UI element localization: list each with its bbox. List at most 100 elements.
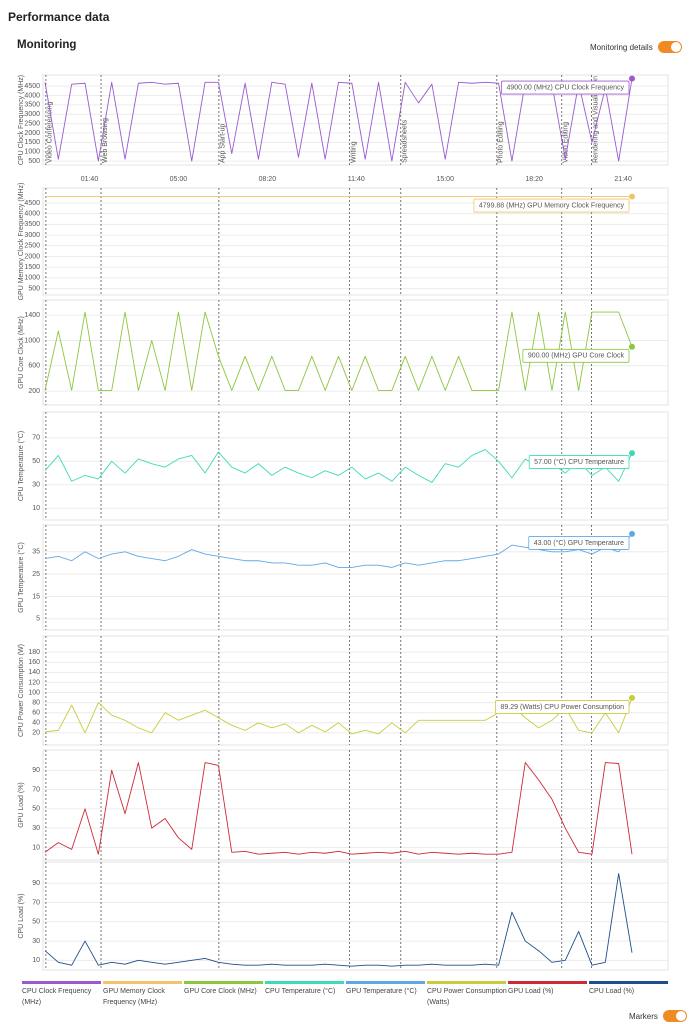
y-tick-label: 1500: [24, 139, 40, 146]
legend-label: GPU Memory Clock Frequency (MHz): [103, 988, 165, 1006]
y-tick-label: 20: [32, 730, 40, 737]
series-line: [44, 311, 633, 391]
panel-frame: [42, 74, 669, 166]
y-axis-label: CPU Temperature (°C): [17, 431, 25, 501]
callout-text: 4900.00 (MHz) CPU Clock Frequency: [507, 84, 625, 91]
marker-label: Web Browsing: [102, 118, 109, 163]
page-title: Performance data: [8, 10, 110, 24]
y-tick-label: 30: [32, 938, 40, 945]
marker-label: Video Editing: [563, 122, 570, 163]
series-line: [44, 697, 633, 735]
panel-frame: [42, 187, 669, 296]
y-tick-label: 1400: [24, 312, 40, 319]
end-dot: [629, 450, 635, 457]
callout-text: 57.00 (°C) CPU Temperature: [534, 458, 624, 466]
legend-swatch: [22, 981, 101, 984]
legend-label: CPU Load (%): [589, 988, 635, 995]
callout-box: [501, 80, 630, 95]
y-axis-label: GPU Core Clock (MHz): [18, 316, 25, 389]
legend-label: GPU Temperature (°C): [346, 988, 417, 995]
callout-text: 900.00 (MHz) GPU Core Clock: [528, 353, 625, 360]
y-axis-label: GPU Temperature (°C): [17, 542, 25, 613]
y-tick-label: 10: [32, 505, 40, 512]
marker-label: Photo Editing: [498, 121, 505, 163]
y-tick-label: 4500: [24, 200, 40, 207]
details-toggle[interactable]: [657, 41, 682, 53]
y-tick-label: 80: [32, 699, 40, 706]
y-tick-label: 1500: [24, 264, 40, 271]
callout: 57.00 (°C) CPU Temperature: [528, 455, 630, 469]
callout-box: [473, 198, 630, 213]
callout: 89.29 (Watts) CPU Power Consumption: [495, 700, 630, 714]
end-dot: [629, 530, 635, 537]
y-tick-label: 4000: [24, 211, 40, 218]
y-tick-label: 2500: [24, 120, 40, 127]
legend-item: CPU Temperature (°C): [265, 981, 346, 1008]
legend-item: CPU Power Consumption (Watts): [427, 981, 508, 1008]
end-dot: [629, 694, 635, 701]
y-tick-label: 60: [32, 710, 40, 717]
legend-label: CPU Power Consumption (Watts): [427, 988, 507, 1006]
y-tick-label: 10: [32, 957, 40, 964]
legend-label: GPU Load (%): [508, 988, 554, 995]
y-tick-label: 100: [28, 689, 40, 696]
legend-label: CPU Temperature (°C): [265, 988, 336, 995]
marker-label: Writing: [350, 141, 357, 163]
y-tick-label: 180: [28, 649, 40, 656]
y-tick-label: 1000: [24, 275, 40, 282]
y-axis-label: CPU Power Consumption (W): [18, 644, 25, 737]
y-tick-label: 120: [28, 679, 40, 686]
y-tick-label: 4500: [24, 83, 40, 90]
y-tick-label: 30: [32, 482, 40, 489]
y-tick-label: 10: [32, 844, 40, 851]
y-axis-label: CPU Clock Frequency (MHz): [18, 75, 25, 165]
panel-frame: [42, 861, 669, 971]
y-tick-label: 600: [28, 363, 40, 370]
y-tick-label: 50: [32, 458, 40, 465]
panel-frame: [42, 524, 669, 631]
x-tick-label: 11:40: [348, 176, 365, 183]
y-tick-label: 3000: [24, 111, 40, 118]
y-tick-label: 160: [28, 659, 40, 666]
callout: 43.00 (°C) GPU Temperature: [528, 536, 630, 550]
callout-box: [522, 348, 630, 363]
section-title: Monitoring: [17, 39, 77, 51]
callout-text: 43.00 (°C) GPU Temperature: [534, 539, 624, 547]
y-tick-label: 30: [32, 825, 40, 832]
marker-label: App Start-up: [220, 124, 227, 163]
legend-swatch: [589, 981, 668, 984]
legend-swatch: [265, 981, 344, 984]
panel-frame: [42, 411, 669, 521]
callout-text: 89.29 (Watts) CPU Power Consumption: [501, 704, 625, 711]
y-tick-label: 200: [28, 388, 40, 395]
panel-frame: [42, 635, 669, 746]
legend-item: CPU Clock Frequency (MHz): [22, 981, 103, 1008]
callout-box: [495, 700, 630, 714]
callout: 4900.00 (MHz) CPU Clock Frequency: [501, 80, 630, 95]
x-tick-label: 18:20: [525, 176, 543, 183]
y-tick-label: 25: [32, 571, 40, 578]
legend-swatch: [103, 981, 182, 984]
y-tick-label: 500: [28, 285, 40, 292]
y-tick-label: 2000: [24, 253, 40, 260]
y-axis-label: GPU Memory Clock Frequency (MHz): [18, 183, 25, 301]
markers-toggle-row: Markers: [629, 1010, 687, 1022]
y-tick-label: 5: [36, 616, 40, 623]
y-axis-label: GPU Load (%): [18, 782, 25, 828]
legend-swatch: [346, 981, 425, 984]
markers-toggle[interactable]: [662, 1010, 687, 1022]
x-tick-label: 05:00: [170, 176, 188, 183]
marker-label: Rendering and Visualization: [592, 76, 599, 163]
y-tick-label: 40: [32, 720, 40, 727]
x-tick-label: 21:40: [614, 176, 632, 183]
callout: 900.00 (MHz) GPU Core Clock: [522, 348, 630, 363]
legend: CPU Clock Frequency (MHz) GPU Memory Cloc…: [22, 981, 672, 1008]
series-line: [44, 873, 633, 967]
legend-label: CPU Clock Frequency (MHz): [22, 988, 92, 1006]
y-tick-label: 90: [32, 767, 40, 774]
legend-item: GPU Temperature (°C): [346, 981, 427, 1008]
toggle-label: Monitoring details: [590, 42, 653, 52]
y-tick-label: 90: [32, 880, 40, 887]
series-line: [44, 762, 633, 855]
